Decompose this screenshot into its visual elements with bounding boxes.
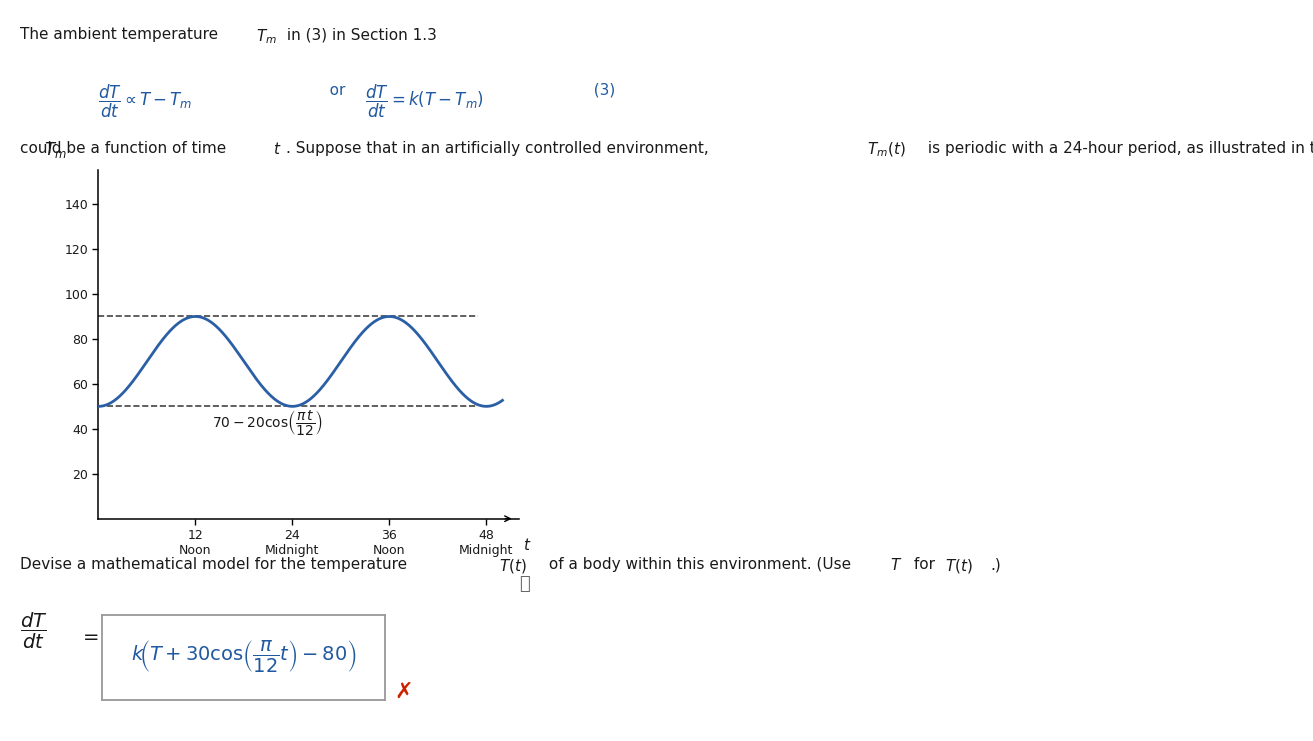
Text: is periodic with a 24-hour period, as illustrated in the figure below.: is periodic with a 24-hour period, as il… [923, 141, 1313, 156]
Text: (3): (3) [584, 83, 616, 98]
Text: could be a function of time: could be a function of time [20, 141, 231, 156]
Text: Devise a mathematical model for the temperature: Devise a mathematical model for the temp… [20, 557, 412, 572]
Text: for: for [909, 557, 940, 572]
Text: of a body within this environment. (Use: of a body within this environment. (Use [544, 557, 856, 572]
Text: $T(t)$: $T(t)$ [945, 557, 973, 575]
Text: $\dfrac{dT}{dt} = k(T - T_m)$: $\dfrac{dT}{dt} = k(T - T_m)$ [365, 83, 484, 120]
Text: ⓘ: ⓘ [519, 575, 529, 593]
Text: $=$: $=$ [79, 626, 98, 645]
Text: $\dfrac{dT}{dt} \propto T - T_m$: $\dfrac{dT}{dt} \propto T - T_m$ [98, 83, 193, 120]
Text: . Suppose that in an artificially controlled environment,: . Suppose that in an artificially contro… [286, 141, 714, 156]
Text: $\dfrac{dT}{dt}$: $\dfrac{dT}{dt}$ [20, 611, 47, 651]
Text: $70 - 20\cos\!\left(\dfrac{\pi\, t}{12}\right)$: $70 - 20\cos\!\left(\dfrac{\pi\, t}{12}\… [211, 408, 323, 436]
Text: ✗: ✗ [394, 682, 412, 702]
Text: $k\!\left(T + 30\cos\!\left(\dfrac{\pi}{12}t\right) - 80\right)$: $k\!\left(T + 30\cos\!\left(\dfrac{\pi}{… [131, 638, 356, 674]
Text: or: or [315, 83, 360, 98]
Text: .): .) [990, 557, 1001, 572]
Text: $T$: $T$ [890, 557, 902, 574]
Text: $t$: $t$ [523, 536, 532, 553]
Text: The ambient temperature: The ambient temperature [20, 27, 223, 42]
Text: $T_m$: $T_m$ [256, 27, 277, 46]
Text: $T(t)$: $T(t)$ [499, 557, 527, 575]
Text: $T_m$: $T_m$ [43, 140, 67, 160]
Text: in (3) in Section 1.3: in (3) in Section 1.3 [282, 27, 437, 42]
Text: $t$: $t$ [273, 141, 281, 157]
Text: $T_m(t)$: $T_m(t)$ [867, 141, 905, 159]
